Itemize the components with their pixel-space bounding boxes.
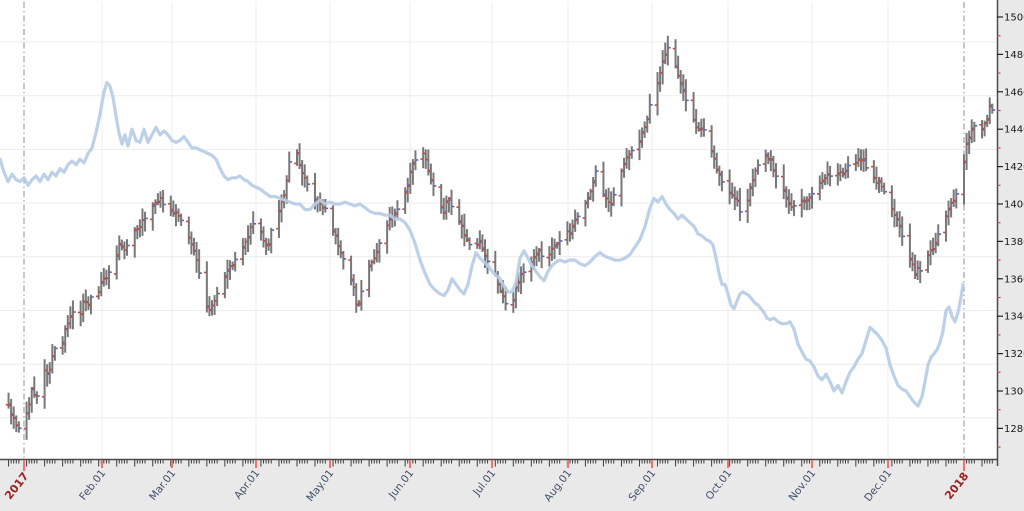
x-month-ticks	[23, 460, 965, 471]
ohlc-bar	[755, 159, 761, 175]
ohlc-bar	[448, 189, 455, 216]
ohlc-bar	[52, 346, 58, 361]
ohlc-bar	[881, 182, 887, 195]
ohlc-bar	[917, 261, 924, 284]
ohlc-bar	[989, 103, 996, 114]
ohlc-bar	[665, 35, 671, 66]
ohlc-bar	[430, 172, 437, 197]
y-axis-label: 1480	[1004, 50, 1024, 61]
ohlc-bar	[160, 189, 166, 213]
ohlc-bar	[953, 188, 960, 209]
ohlc-bar	[124, 239, 130, 256]
ohlc-bar	[178, 213, 184, 226]
ohlc-bar	[520, 263, 527, 283]
overlay-price-line	[0, 80, 965, 408]
ohlc-bar	[737, 188, 743, 222]
ohlc-bar	[106, 265, 112, 290]
ohlc-bar	[809, 186, 815, 209]
y-axis-label: 1320	[1004, 349, 1024, 360]
y-axis-label: 1420	[1004, 162, 1024, 173]
ohlc-bar	[88, 294, 94, 315]
ohlc-bar	[719, 170, 725, 192]
ohlc-bar	[340, 250, 347, 270]
y-axis-label: 1340	[1004, 312, 1024, 323]
ohlc-bar	[899, 216, 905, 246]
ohlc-bar	[214, 286, 220, 307]
ohlc-bar	[935, 224, 942, 247]
y-axis-label: 1380	[1004, 237, 1024, 248]
ohlc-bar	[376, 239, 383, 263]
ohlc-bar	[574, 212, 581, 225]
ohlc-bar	[304, 175, 311, 192]
ohlc-bar	[592, 165, 599, 187]
ohlc-bar	[538, 241, 545, 269]
ohlc-bar	[322, 198, 329, 213]
ohlc-bar	[610, 187, 617, 206]
y-axis-label: 1440	[1004, 125, 1024, 136]
ohlc-bar	[34, 391, 40, 404]
ohlc-bar	[286, 151, 293, 183]
ohlc-bar	[628, 146, 635, 159]
ohlc-bar	[268, 227, 275, 254]
ohlc-bar	[827, 165, 833, 187]
ohlc-bar	[466, 237, 473, 250]
ohlc-bar-series	[5, 35, 996, 440]
ohlc-bar	[791, 200, 797, 217]
ohlc-bar	[142, 211, 148, 232]
ohlc-bar	[773, 163, 779, 189]
ohlc-bar	[683, 79, 689, 112]
ohlc-bar	[845, 156, 851, 179]
ohlc-bar	[701, 118, 707, 137]
ohlc-bar	[556, 231, 563, 255]
ohlc-bar	[16, 421, 22, 433]
y-axis-label: 1500	[1004, 13, 1024, 24]
ohlc-bar	[358, 279, 365, 311]
y-axis-label: 1360	[1004, 274, 1024, 285]
ohlc-bar	[863, 148, 869, 172]
ohlc-bar	[412, 150, 419, 171]
x-day-ticks	[8, 460, 993, 467]
y-axis-label: 1460	[1004, 87, 1024, 98]
y-axis-label: 1400	[1004, 200, 1024, 211]
ohlc-bar	[971, 121, 978, 143]
y-axis-label: 1280	[1004, 424, 1024, 435]
y-axis: 1280 1300 1320 1340 1360 1380 1400 1420 1440 1460…	[996, 0, 1024, 466]
y-axis-label: 1300	[1004, 387, 1024, 398]
year-boundary-lines	[23, 2, 965, 459]
ohlc-bar	[196, 249, 202, 279]
ohlc-bar	[250, 211, 257, 235]
ohlc-bar	[394, 200, 401, 218]
ohlc-bar	[70, 300, 76, 330]
ohlc-bar	[647, 93, 653, 124]
plot-background	[0, 0, 997, 459]
ohlc-bar	[232, 251, 238, 272]
h-gridlines	[0, 41, 997, 419]
ohlc-bar	[484, 248, 491, 274]
